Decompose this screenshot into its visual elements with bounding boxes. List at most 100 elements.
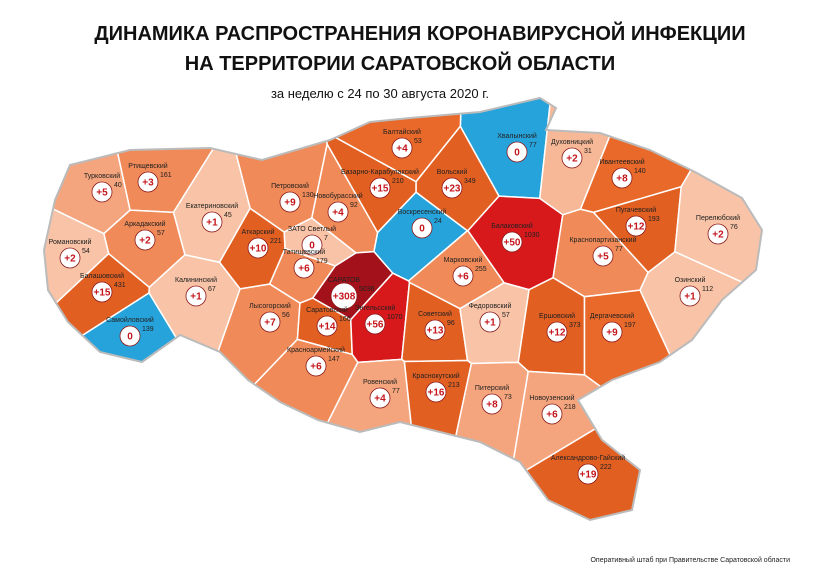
change-badge — [364, 313, 386, 335]
district-name: Новобурасский — [313, 192, 363, 200]
change-badge — [134, 229, 156, 251]
change-badge — [305, 355, 327, 377]
change-badge — [452, 265, 474, 287]
district-name: Балаковский — [491, 222, 533, 230]
district-name: Питерский — [475, 384, 509, 392]
total: 76 — [730, 224, 738, 231]
change-badge — [441, 177, 463, 199]
total: 161 — [160, 172, 172, 179]
change: +23 — [444, 184, 461, 195]
change: +3 — [142, 178, 154, 189]
district-name: Ивантеевский — [599, 158, 644, 166]
total: 179 — [316, 258, 328, 265]
district-name: Новоузенский — [529, 394, 574, 402]
total: 73 — [504, 394, 512, 401]
change: +8 — [486, 400, 498, 411]
change-badge — [561, 147, 583, 169]
change-badge — [201, 211, 223, 233]
district — [184, 338, 359, 520]
district-name: Перелюбский — [696, 214, 740, 222]
change-badge — [391, 137, 413, 159]
total: 1070 — [387, 314, 403, 321]
change: +19 — [580, 470, 597, 481]
change: +2 — [139, 236, 151, 247]
change-badge — [546, 321, 568, 343]
change: 0 — [514, 148, 520, 159]
change-badge — [506, 141, 528, 163]
district-name: ЗАТО Светлый — [288, 225, 336, 233]
change: +6 — [310, 362, 322, 373]
change: +12 — [628, 222, 645, 233]
change-badge — [411, 217, 433, 239]
total: 166 — [339, 316, 351, 323]
title: НА ТЕРРИТОРИИ САРАТОВСКОЙ ОБЛАСТИ — [185, 51, 615, 75]
change-badge — [185, 285, 207, 307]
district-name: Аркадакский — [124, 220, 165, 228]
change: 0 — [419, 224, 425, 235]
change: +15 — [94, 288, 111, 299]
change: +10 — [250, 244, 267, 255]
total: 96 — [447, 320, 455, 327]
change: +56 — [367, 320, 384, 331]
change: +14 — [319, 322, 336, 333]
change-badge — [425, 381, 447, 403]
total: 31 — [584, 148, 592, 155]
total: 221 — [270, 238, 282, 245]
total: 5036 — [359, 286, 375, 293]
district-name: Красноармейский — [287, 346, 345, 354]
district-name: Калининский — [175, 276, 217, 284]
district-name: Александрово-Гайский — [551, 454, 625, 462]
change: +12 — [549, 328, 566, 339]
district-name: Лысогорский — [249, 302, 291, 310]
change-badge — [259, 311, 281, 333]
district-name: Краснокутский — [412, 372, 459, 380]
district-name: Базарно-Карабулакский — [341, 168, 419, 176]
change-badge — [679, 285, 701, 307]
total: 7 — [324, 235, 328, 242]
district-name: Пугачевский — [616, 206, 656, 214]
total: 349 — [464, 178, 476, 185]
change: +308 — [333, 292, 356, 303]
total: 40 — [114, 182, 122, 189]
district-name: Самойловский — [106, 316, 154, 324]
total: 24 — [434, 218, 442, 225]
region-outline — [42, 96, 764, 522]
change: +8 — [616, 174, 628, 185]
labels: 0 77 Хвалынский +4 53 Балтайский +2 31 Духовницк… — [49, 128, 740, 485]
change-badge — [481, 393, 503, 415]
change-badge — [369, 177, 391, 199]
change: +9 — [284, 198, 296, 209]
change: +2 — [64, 254, 76, 265]
change: +1 — [190, 292, 202, 303]
total: 431 — [114, 282, 126, 289]
total: 1030 — [524, 232, 540, 239]
change: +9 — [606, 328, 618, 339]
district-name: Екатериновский — [186, 202, 238, 210]
change-badge — [279, 191, 301, 213]
change-badge — [592, 245, 614, 267]
change: +50 — [504, 238, 521, 249]
total: 92 — [350, 202, 358, 209]
change: +2 — [566, 154, 578, 165]
change: +7 — [264, 318, 276, 329]
district-name: Энгельсский — [355, 304, 396, 312]
change-badge — [137, 171, 159, 193]
total: 57 — [502, 312, 510, 319]
change: 0 — [127, 332, 133, 343]
total: 147 — [328, 356, 340, 363]
change-badge — [293, 257, 315, 279]
total: 139 — [142, 326, 154, 333]
change: +4 — [332, 208, 344, 219]
district-name: Аткарский — [241, 228, 274, 236]
change-badge — [707, 223, 729, 245]
district-name: Федоровский — [469, 302, 512, 310]
change: +16 — [428, 388, 445, 399]
change: +4 — [396, 144, 408, 155]
change: +1 — [484, 318, 496, 329]
change-badge — [301, 234, 323, 256]
total: 255 — [475, 266, 487, 273]
total: 67 — [208, 286, 216, 293]
change: +6 — [298, 264, 310, 275]
